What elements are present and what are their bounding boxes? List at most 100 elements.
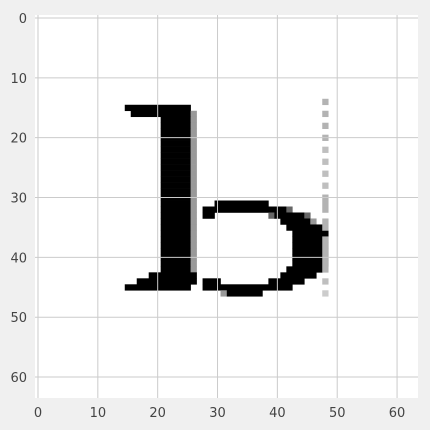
pixel-run bbox=[322, 218, 329, 231]
pixel-run bbox=[280, 218, 311, 225]
x-tick-label: 50 bbox=[329, 406, 346, 421]
pixel-run bbox=[190, 242, 197, 249]
pixel-run bbox=[322, 194, 329, 213]
pixel-run bbox=[190, 224, 197, 231]
pixel-run bbox=[160, 248, 191, 255]
pixel-run bbox=[322, 236, 329, 273]
pixel-run bbox=[160, 140, 191, 147]
x-tick-label: 20 bbox=[149, 406, 166, 421]
pixel-run bbox=[190, 170, 197, 177]
pixel-run bbox=[160, 122, 191, 130]
pixel-run bbox=[190, 152, 197, 159]
x-tick-label: 40 bbox=[269, 406, 286, 421]
y-axis-ticks: 0 10 20 30 40 50 60 bbox=[10, 12, 27, 386]
pixel-run bbox=[160, 128, 191, 135]
pixel-run bbox=[304, 212, 311, 219]
pixel-run bbox=[190, 158, 197, 165]
pixel-run bbox=[136, 278, 197, 285]
pixel-run bbox=[160, 116, 191, 124]
pixel-run bbox=[190, 182, 197, 189]
pixel-run bbox=[292, 236, 329, 243]
pixel-run bbox=[190, 116, 197, 124]
pixel-run bbox=[190, 218, 197, 225]
pixel-run bbox=[214, 206, 269, 213]
y-tick-label: 0 bbox=[19, 12, 27, 27]
pixel-run bbox=[322, 158, 329, 165]
pixel-run bbox=[220, 290, 227, 297]
pixel-run bbox=[190, 110, 197, 118]
x-tick-label: 60 bbox=[389, 406, 406, 421]
pixel-run bbox=[160, 218, 191, 225]
y-tick-label: 20 bbox=[10, 132, 27, 147]
pixel-run bbox=[190, 200, 197, 207]
pixel-run bbox=[322, 146, 329, 153]
pixel-run bbox=[268, 278, 305, 285]
y-tick-label: 50 bbox=[10, 311, 27, 326]
pixel-run bbox=[160, 242, 191, 249]
pixel-run bbox=[286, 266, 323, 273]
pixel-run bbox=[268, 212, 275, 219]
pixel-run bbox=[160, 206, 191, 213]
pixel-run bbox=[160, 188, 191, 195]
pixel-run bbox=[292, 230, 329, 237]
x-axis-ticks: 0 10 20 30 40 50 60 bbox=[34, 406, 405, 421]
pixel-run bbox=[160, 266, 191, 273]
y-tick-label: 10 bbox=[10, 72, 27, 87]
pixel-run bbox=[274, 212, 305, 219]
pixel-run bbox=[190, 176, 197, 183]
pixel-run bbox=[190, 122, 197, 130]
pixel-run bbox=[160, 158, 191, 165]
pixel-run bbox=[190, 140, 197, 147]
pixel-run bbox=[160, 146, 191, 153]
pixel-run bbox=[160, 260, 191, 267]
pixel-run bbox=[190, 128, 197, 135]
pixel-run bbox=[322, 290, 329, 297]
pixel-run bbox=[310, 218, 317, 225]
pixel-run bbox=[190, 266, 197, 273]
pixel-run bbox=[160, 164, 191, 171]
pixel-run bbox=[160, 200, 191, 207]
pixel-run bbox=[322, 110, 329, 118]
pixel-run bbox=[190, 164, 197, 171]
pixel-run bbox=[190, 236, 197, 243]
pixel-run bbox=[322, 122, 329, 130]
pixel-run bbox=[148, 272, 197, 279]
pixel-run bbox=[322, 182, 329, 189]
plot-area bbox=[35, 15, 418, 398]
pixel-run bbox=[190, 230, 197, 237]
x-tick-label: 30 bbox=[209, 406, 226, 421]
pixel-run bbox=[160, 230, 191, 237]
pixel-run bbox=[190, 146, 197, 153]
pixel-run bbox=[190, 188, 197, 195]
pixel-run bbox=[160, 182, 191, 189]
pixel-run bbox=[286, 206, 293, 213]
pixel-run bbox=[160, 152, 191, 159]
pixel-run bbox=[202, 284, 293, 291]
pixel-run bbox=[190, 206, 197, 213]
pixel-run bbox=[292, 242, 329, 249]
pixel-run bbox=[214, 200, 269, 207]
pixel-run bbox=[190, 212, 197, 219]
x-tick-label: 10 bbox=[90, 406, 107, 421]
pixel-run bbox=[202, 278, 221, 285]
pixel-run bbox=[202, 206, 215, 213]
pixel-run bbox=[292, 260, 329, 267]
pixel-run bbox=[226, 290, 263, 297]
pixel-run bbox=[190, 260, 197, 267]
pixel-run bbox=[292, 248, 329, 255]
pixel-run bbox=[286, 224, 323, 231]
y-tick-label: 60 bbox=[10, 371, 27, 386]
image-pixels bbox=[124, 98, 329, 297]
y-tick-label: 30 bbox=[10, 192, 27, 207]
pixel-run bbox=[202, 212, 215, 219]
pixel-run bbox=[322, 278, 329, 285]
pixel-run bbox=[160, 224, 191, 231]
x-tick-label: 0 bbox=[34, 406, 42, 421]
pixel-run bbox=[160, 236, 191, 243]
pixel-run bbox=[322, 170, 329, 177]
y-tick-label: 40 bbox=[10, 251, 27, 266]
pixel-run bbox=[280, 272, 317, 279]
grid-lines bbox=[35, 15, 418, 398]
pixel-run bbox=[160, 212, 191, 219]
